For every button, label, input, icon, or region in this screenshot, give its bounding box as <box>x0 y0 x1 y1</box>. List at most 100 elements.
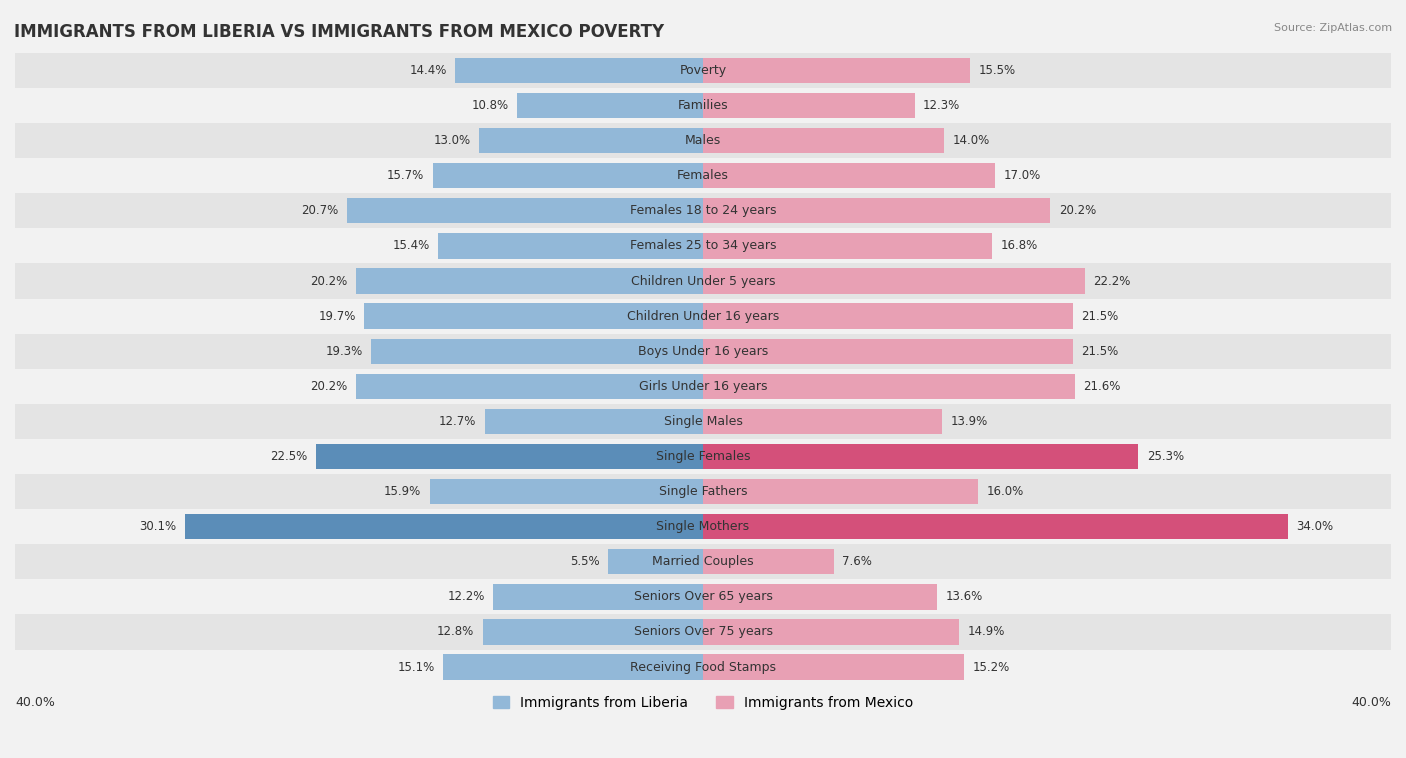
Text: Children Under 5 years: Children Under 5 years <box>631 274 775 287</box>
Text: Females 18 to 24 years: Females 18 to 24 years <box>630 205 776 218</box>
Text: 15.7%: 15.7% <box>387 169 425 182</box>
Bar <box>15 544 1391 579</box>
Text: Receiving Food Stamps: Receiving Food Stamps <box>630 660 776 674</box>
Text: 16.8%: 16.8% <box>1001 240 1038 252</box>
Text: 7.6%: 7.6% <box>842 556 872 568</box>
Text: 20.7%: 20.7% <box>301 205 339 218</box>
Bar <box>356 374 703 399</box>
Text: 13.6%: 13.6% <box>945 590 983 603</box>
Bar <box>15 123 1391 158</box>
Text: Females 25 to 34 years: Females 25 to 34 years <box>630 240 776 252</box>
Bar <box>703 374 1074 399</box>
Bar <box>15 368 1391 404</box>
Text: Single Mothers: Single Mothers <box>657 520 749 533</box>
Bar <box>703 268 1085 293</box>
Text: Married Couples: Married Couples <box>652 556 754 568</box>
Text: 14.0%: 14.0% <box>952 134 990 147</box>
Text: Seniors Over 75 years: Seniors Over 75 years <box>634 625 772 638</box>
Bar <box>703 584 936 609</box>
Bar <box>15 53 1391 88</box>
Bar <box>703 93 914 118</box>
Text: 17.0%: 17.0% <box>1004 169 1042 182</box>
Bar <box>703 654 965 680</box>
Bar <box>15 579 1391 615</box>
Bar <box>703 409 942 434</box>
Bar <box>703 128 943 153</box>
Text: 40.0%: 40.0% <box>15 696 55 709</box>
Text: 15.4%: 15.4% <box>392 240 429 252</box>
Text: Poverty: Poverty <box>679 64 727 77</box>
Text: 21.5%: 21.5% <box>1081 345 1119 358</box>
Bar <box>703 339 1073 364</box>
Bar <box>703 198 1050 224</box>
Bar <box>703 549 834 575</box>
Bar <box>494 584 703 609</box>
Bar <box>703 479 979 504</box>
Bar <box>429 479 703 504</box>
Text: 40.0%: 40.0% <box>1351 696 1391 709</box>
Bar <box>703 163 995 189</box>
Bar <box>186 514 703 539</box>
Text: Single Males: Single Males <box>664 415 742 428</box>
Bar <box>482 619 703 644</box>
Bar <box>15 88 1391 123</box>
Text: 20.2%: 20.2% <box>309 274 347 287</box>
Text: 12.2%: 12.2% <box>447 590 485 603</box>
Legend: Immigrants from Liberia, Immigrants from Mexico: Immigrants from Liberia, Immigrants from… <box>486 691 920 716</box>
Bar <box>347 198 703 224</box>
Text: 34.0%: 34.0% <box>1296 520 1333 533</box>
Bar <box>443 654 703 680</box>
Bar <box>15 615 1391 650</box>
Text: 12.3%: 12.3% <box>924 99 960 112</box>
Bar <box>456 58 703 83</box>
Text: 13.0%: 13.0% <box>433 134 471 147</box>
Bar <box>15 334 1391 368</box>
Bar <box>15 158 1391 193</box>
Text: 15.2%: 15.2% <box>973 660 1011 674</box>
Bar <box>703 303 1073 329</box>
Text: 22.5%: 22.5% <box>270 450 308 463</box>
Text: 21.5%: 21.5% <box>1081 309 1119 323</box>
Bar <box>703 233 993 258</box>
Bar <box>439 233 703 258</box>
Bar <box>316 444 703 469</box>
Text: 15.1%: 15.1% <box>398 660 434 674</box>
Bar <box>371 339 703 364</box>
Text: 20.2%: 20.2% <box>309 380 347 393</box>
Bar <box>703 619 959 644</box>
Text: 10.8%: 10.8% <box>471 99 509 112</box>
Text: 19.3%: 19.3% <box>325 345 363 358</box>
Text: 21.6%: 21.6% <box>1083 380 1121 393</box>
Text: 25.3%: 25.3% <box>1147 450 1184 463</box>
Bar <box>703 58 970 83</box>
Text: 19.7%: 19.7% <box>318 309 356 323</box>
Bar <box>479 128 703 153</box>
Bar <box>15 404 1391 439</box>
Text: Seniors Over 65 years: Seniors Over 65 years <box>634 590 772 603</box>
Bar <box>15 474 1391 509</box>
Bar <box>15 299 1391 334</box>
Bar <box>15 509 1391 544</box>
Text: Boys Under 16 years: Boys Under 16 years <box>638 345 768 358</box>
Bar <box>356 268 703 293</box>
Bar <box>517 93 703 118</box>
Text: 12.7%: 12.7% <box>439 415 477 428</box>
Bar <box>15 439 1391 474</box>
Bar <box>703 514 1288 539</box>
Text: 15.5%: 15.5% <box>979 64 1015 77</box>
Text: 14.9%: 14.9% <box>967 625 1005 638</box>
Text: Single Fathers: Single Fathers <box>659 485 747 498</box>
Text: 30.1%: 30.1% <box>139 520 177 533</box>
Text: 5.5%: 5.5% <box>571 556 600 568</box>
Bar <box>15 193 1391 228</box>
Text: Females: Females <box>678 169 728 182</box>
Bar <box>15 650 1391 684</box>
Text: Source: ZipAtlas.com: Source: ZipAtlas.com <box>1274 23 1392 33</box>
Text: Single Females: Single Females <box>655 450 751 463</box>
Text: Girls Under 16 years: Girls Under 16 years <box>638 380 768 393</box>
Text: 22.2%: 22.2% <box>1094 274 1130 287</box>
Bar <box>15 228 1391 264</box>
Bar <box>485 409 703 434</box>
Bar <box>609 549 703 575</box>
Text: Males: Males <box>685 134 721 147</box>
